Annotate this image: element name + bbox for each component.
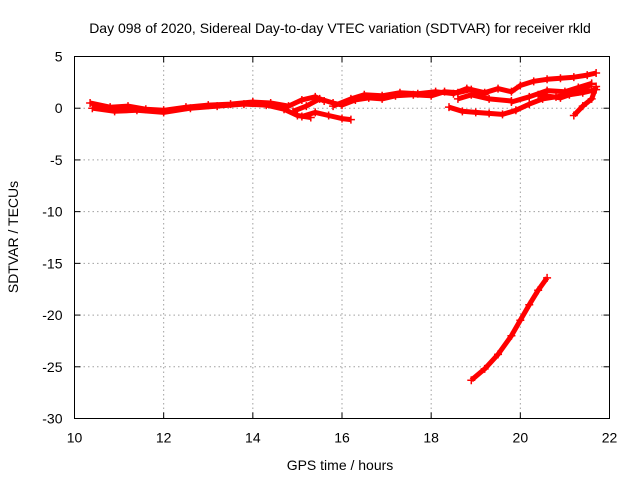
x-tick-label: 14 [245, 430, 261, 446]
series-track-i [571, 85, 599, 118]
data-point [525, 92, 534, 101]
data-point [431, 87, 440, 96]
data-point [324, 111, 333, 120]
y-tick-label: -10 [42, 204, 62, 220]
data-point [498, 110, 507, 119]
y-tick-label: -25 [42, 359, 62, 375]
data-point [346, 94, 355, 103]
y-tick-label: -15 [42, 255, 62, 271]
y-tick-label: -5 [50, 152, 63, 168]
data-point [511, 106, 520, 115]
plot-frame [74, 56, 610, 419]
data-point [578, 102, 587, 111]
x-tick-label: 16 [334, 430, 350, 446]
data-point [507, 98, 516, 107]
data-point [543, 86, 552, 95]
data-point [592, 69, 601, 78]
series-track-g [457, 92, 512, 104]
data-point [280, 105, 289, 114]
data-point [338, 114, 346, 123]
data-point [587, 80, 596, 89]
data-point [525, 300, 534, 309]
series-track-j [537, 82, 593, 101]
y-tick-label: -30 [42, 411, 62, 427]
data-point [262, 101, 271, 110]
data-point [159, 108, 168, 117]
data-point [556, 74, 565, 83]
data-point [467, 376, 476, 385]
data-point [132, 106, 141, 115]
x-tick-label: 12 [156, 430, 172, 446]
data-point [494, 84, 503, 93]
y-tick-label: -20 [42, 307, 62, 323]
data-point [480, 364, 489, 373]
data-point [297, 95, 306, 104]
x-tick-label: 18 [423, 430, 439, 446]
chart-title: Day 098 of 2020, Sidereal Day-to-day VTE… [89, 20, 591, 36]
series-track-descending [469, 276, 550, 383]
data-point [525, 100, 534, 109]
data-point [346, 115, 355, 124]
data-point [378, 91, 387, 100]
data-point [507, 331, 516, 340]
data-point [543, 273, 552, 282]
data-point [516, 81, 525, 90]
data-point [587, 94, 596, 103]
data-point [293, 111, 302, 120]
data-point [516, 316, 525, 325]
data-point [462, 84, 471, 93]
data-point [507, 87, 516, 96]
data-point [485, 109, 494, 118]
axis-ticks: 10 12 14 16 18 20 22 5 0 -5 -10 -15 -20 -25 -30 [42, 49, 617, 446]
data-point [534, 90, 543, 99]
x-tick-label: 20 [513, 430, 529, 446]
y-axis-label: SDTVAR / TECUs [5, 181, 21, 293]
data-point [445, 103, 453, 112]
data-point [315, 94, 324, 103]
data-point [569, 73, 578, 82]
data-point [311, 108, 320, 117]
data-point [297, 112, 306, 121]
data-point [569, 111, 578, 120]
x-tick-label: 10 [67, 430, 83, 446]
data-point [413, 89, 422, 98]
data-point [529, 77, 538, 86]
y-tick-label: 0 [55, 100, 63, 116]
data-point [458, 107, 467, 116]
x-tick-label: 22 [602, 430, 618, 446]
data-point [556, 93, 565, 102]
data-point [592, 82, 601, 91]
data-point [302, 102, 311, 111]
data-point [288, 107, 297, 116]
data-point [86, 99, 95, 108]
data-point [574, 87, 583, 96]
data-point [360, 90, 369, 99]
data-point [395, 88, 404, 97]
data-point [110, 107, 119, 116]
data-series [86, 69, 601, 385]
data-point [583, 71, 592, 80]
data-point [494, 350, 503, 359]
x-axis-label: GPS time / hours [287, 457, 394, 473]
data-point [543, 75, 552, 84]
data-point [449, 89, 458, 98]
data-point [213, 102, 222, 111]
data-point [329, 102, 338, 111]
data-point [453, 94, 462, 103]
data-point [467, 90, 476, 99]
data-point [239, 100, 248, 109]
data-point [88, 104, 97, 113]
data-point [471, 108, 480, 117]
data-point [186, 104, 195, 113]
y-tick-label: 5 [55, 49, 63, 65]
data-point [485, 94, 494, 103]
data-point [534, 286, 543, 295]
